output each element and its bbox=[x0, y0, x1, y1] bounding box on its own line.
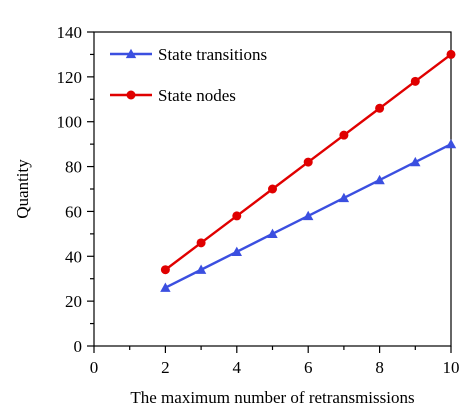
data-point bbox=[374, 174, 385, 185]
series-1 bbox=[160, 138, 457, 292]
x-tick-label: 6 bbox=[304, 358, 313, 377]
x-tick-label: 2 bbox=[161, 358, 170, 377]
data-point bbox=[160, 282, 171, 292]
legend-label: State nodes bbox=[158, 86, 236, 105]
x-axis: 0 2 4 6 8 10 bbox=[90, 346, 460, 377]
x-tick-label: 8 bbox=[375, 358, 384, 377]
y-tick-label: 100 bbox=[57, 113, 83, 132]
legend-marker bbox=[126, 90, 136, 100]
y-tick-label: 60 bbox=[65, 202, 82, 221]
y-tick-label: 140 bbox=[57, 23, 83, 42]
x-tick-label: 4 bbox=[233, 358, 242, 377]
data-point bbox=[445, 138, 457, 149]
y-axis: 0 20 40 60 80 100 120 140 bbox=[57, 23, 94, 356]
data-point bbox=[410, 156, 421, 167]
data-point bbox=[339, 130, 349, 140]
data-point bbox=[410, 76, 420, 86]
data-point bbox=[303, 157, 313, 167]
y-tick-label: 120 bbox=[57, 68, 83, 87]
data-point bbox=[232, 211, 242, 221]
x-axis-title: The maximum number of retransmissions bbox=[130, 388, 414, 407]
y-tick-label: 0 bbox=[74, 337, 83, 356]
data-point bbox=[195, 264, 207, 274]
legend-item: State nodes bbox=[110, 86, 236, 105]
y-tick-label: 20 bbox=[65, 292, 82, 311]
legend-marker bbox=[125, 48, 137, 59]
legend-label: State transitions bbox=[158, 45, 267, 64]
data-point bbox=[196, 238, 206, 248]
data-point bbox=[303, 210, 314, 221]
y-tick-label: 40 bbox=[65, 247, 82, 266]
data-point bbox=[231, 246, 242, 256]
legend: State transitions State nodes bbox=[110, 45, 267, 105]
series-2 bbox=[160, 49, 456, 275]
data-point bbox=[338, 192, 350, 203]
y-axis-title: Quantity bbox=[13, 159, 32, 219]
y-tick-label: 80 bbox=[65, 158, 82, 177]
data-point bbox=[267, 228, 278, 239]
x-tick-label: 0 bbox=[90, 358, 99, 377]
data-point bbox=[446, 49, 456, 59]
data-point bbox=[268, 184, 277, 194]
legend-item: State transitions bbox=[110, 45, 267, 64]
series-layer bbox=[160, 49, 457, 292]
data-point bbox=[160, 265, 170, 275]
data-point bbox=[375, 103, 385, 113]
x-tick-label: 10 bbox=[443, 358, 460, 377]
